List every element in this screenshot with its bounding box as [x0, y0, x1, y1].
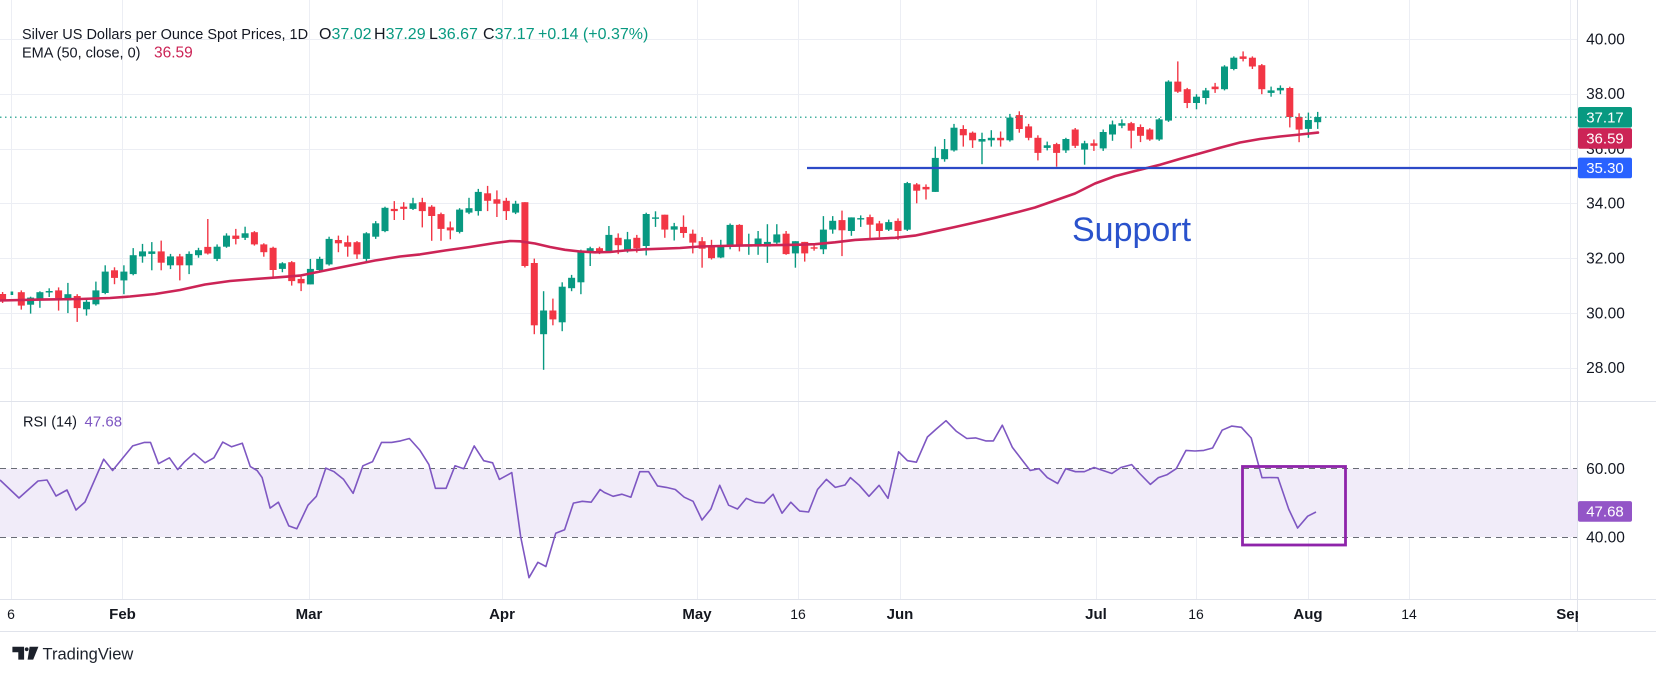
svg-text:Jul: Jul	[1085, 606, 1107, 623]
svg-text:Jun: Jun	[887, 606, 914, 623]
svg-text:14: 14	[1401, 606, 1417, 622]
svg-text:40.00: 40.00	[1586, 31, 1625, 48]
svg-text:Aug: Aug	[1293, 606, 1322, 623]
svg-text:May: May	[682, 606, 712, 623]
svg-text:36.59: 36.59	[1586, 131, 1624, 148]
svg-text:Mar: Mar	[296, 606, 323, 623]
svg-text:32.00: 32.00	[1586, 251, 1625, 268]
svg-text:34.00: 34.00	[1586, 196, 1625, 213]
svg-text:38.00: 38.00	[1586, 86, 1625, 103]
svg-text:L36.67: L36.67	[429, 26, 478, 43]
svg-text:EMA (50, close, 0): EMA (50, close, 0)	[22, 46, 140, 62]
svg-text:RSI (14): RSI (14)	[23, 415, 77, 431]
svg-text:6: 6	[7, 606, 15, 622]
svg-text:+0.14 (+0.37%): +0.14 (+0.37%)	[538, 26, 648, 43]
svg-text:C37.17: C37.17	[483, 26, 535, 43]
svg-text:O37.02: O37.02	[319, 26, 372, 43]
svg-text:28.00: 28.00	[1586, 360, 1625, 377]
svg-text:36.59: 36.59	[154, 45, 193, 62]
svg-text:60.00: 60.00	[1586, 461, 1625, 478]
svg-text:40.00: 40.00	[1586, 529, 1625, 546]
svg-text:Sep: Sep	[1556, 606, 1584, 623]
svg-text:16: 16	[790, 606, 806, 622]
svg-text:Apr: Apr	[489, 606, 515, 623]
svg-text:37.17: 37.17	[1586, 110, 1624, 127]
svg-text:47.68: 47.68	[1586, 504, 1624, 521]
svg-text:35.30: 35.30	[1586, 160, 1624, 177]
svg-text:47.68: 47.68	[85, 414, 123, 431]
svg-text:30.00: 30.00	[1586, 305, 1625, 322]
svg-text:TradingView: TradingView	[43, 646, 134, 664]
svg-text:Silver US Dollars per Ounce Sp: Silver US Dollars per Ounce Spot Prices,…	[22, 27, 308, 43]
svg-text:H37.29: H37.29	[374, 26, 426, 43]
svg-text:16: 16	[1188, 606, 1204, 622]
svg-text:Support: Support	[1072, 211, 1192, 249]
svg-text:Feb: Feb	[109, 606, 136, 623]
